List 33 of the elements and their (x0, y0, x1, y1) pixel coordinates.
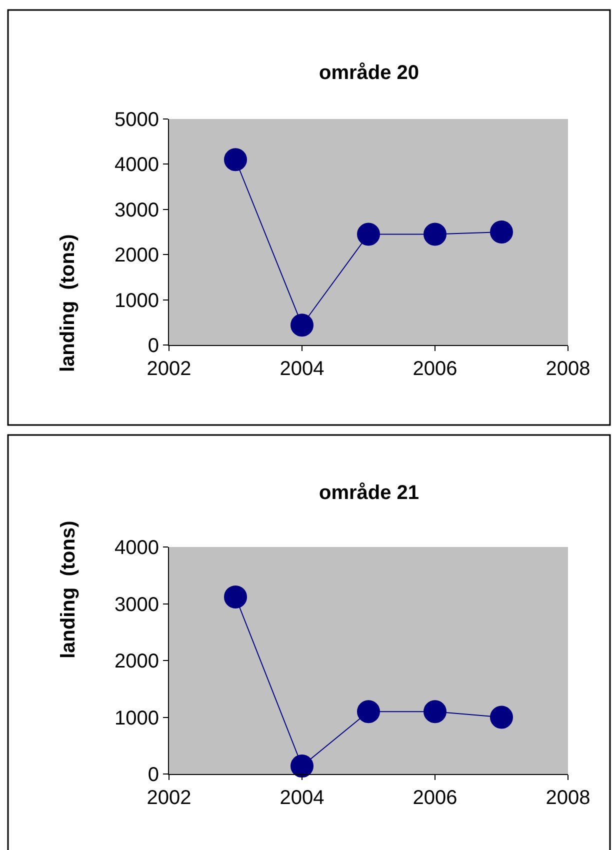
point (224, 585, 247, 608)
x-tick-label: 2004 (280, 787, 324, 809)
point (424, 222, 446, 246)
point (424, 700, 446, 724)
chart-title: område 21 (319, 482, 420, 504)
point (357, 222, 380, 246)
point (490, 706, 513, 729)
point (357, 700, 380, 724)
x-tick-label: 2008 (546, 787, 590, 809)
x-tick-label: 2006 (412, 358, 458, 380)
y-tick-label: 0 (148, 764, 159, 786)
y-tick-label: 3000 (114, 199, 159, 222)
point (290, 754, 314, 778)
y-tick-label: 5000 (114, 109, 159, 131)
y-tick-label: 0 (148, 335, 159, 357)
y-axis-title: landing (tons) (58, 520, 80, 658)
point (290, 314, 314, 337)
y-tick-label: 2000 (114, 244, 159, 267)
x-tick-label: 2008 (546, 358, 590, 380)
x-tick-label: 2002 (146, 358, 192, 380)
y-tick-label: 1000 (114, 707, 159, 730)
y-tick-label: 2000 (114, 650, 159, 672)
point (224, 148, 247, 172)
x-tick-label: 2006 (412, 787, 458, 809)
y-tick-label: 4000 (114, 537, 159, 559)
y-axis-title: landing (tons) (57, 234, 79, 372)
y-tick-label: 1000 (114, 290, 159, 312)
chart-title: område 20 (319, 62, 420, 84)
x-tick-label: 2002 (146, 787, 192, 809)
x-tick-label: 2004 (280, 358, 324, 380)
y-tick-label: 4000 (114, 154, 159, 176)
point (490, 220, 513, 244)
y-tick-label: 3000 (114, 594, 159, 616)
